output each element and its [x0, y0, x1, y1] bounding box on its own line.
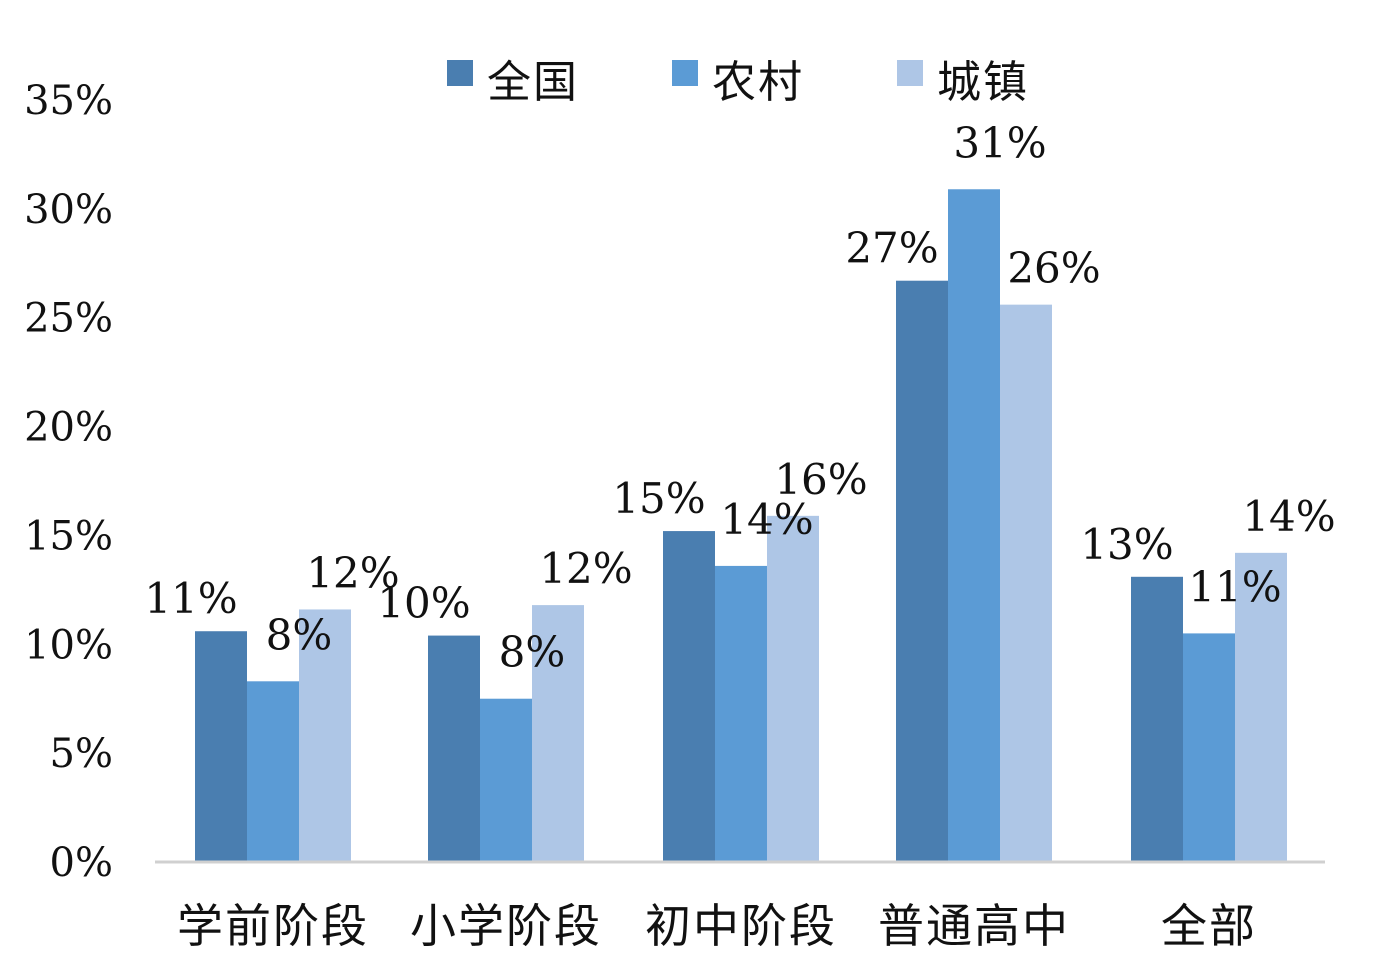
legend-swatch: [672, 60, 698, 86]
y-tick-label: 35%: [24, 78, 113, 124]
legend-swatch: [447, 60, 473, 86]
bar: [532, 605, 584, 862]
bar: [767, 515, 819, 862]
bar: [428, 635, 480, 862]
data-label: 16%: [774, 455, 867, 504]
data-label: 26%: [1007, 244, 1100, 293]
bar: [195, 631, 247, 862]
data-label: 12%: [539, 544, 632, 593]
legend-swatch: [897, 60, 923, 86]
legend-label: 城镇: [937, 57, 1029, 108]
y-tick-label: 30%: [24, 187, 113, 233]
data-label: 31%: [953, 118, 1046, 167]
data-label: 14%: [1242, 492, 1335, 541]
y-tick-label: 15%: [24, 513, 113, 559]
y-tick-label: 5%: [50, 731, 113, 777]
data-label: 8%: [266, 610, 333, 659]
y-axis-ticks: 0% 5% 10% 15% 20% 25% 30% 35%: [24, 78, 113, 886]
bars-group: [195, 189, 1287, 862]
bar: [1131, 576, 1183, 862]
bar: [948, 189, 1000, 862]
y-tick-label: 25%: [24, 296, 113, 342]
data-label: 27%: [845, 224, 938, 273]
bar: [299, 609, 351, 862]
bar: [1000, 304, 1052, 862]
legend: 全国 农村 城镇: [447, 57, 1029, 108]
data-label: 14%: [720, 495, 813, 544]
bar: [247, 681, 299, 862]
category-label: 学前阶段: [177, 899, 369, 953]
data-label: 8%: [499, 628, 566, 677]
data-labels-group: 11%8%12%10%8%12%15% 14%16%27%31%26%13%11%…: [144, 118, 1335, 676]
bar: [715, 565, 767, 862]
category-label: 普通高中: [878, 899, 1070, 953]
bar: [1235, 552, 1287, 862]
category-labels-group: 学前阶段 小学阶段 初中阶段 普通高中 全部: [177, 899, 1257, 953]
data-label: 12%: [306, 548, 399, 597]
y-tick-label: 0%: [50, 840, 113, 886]
category-label: 初中阶段: [645, 899, 837, 953]
y-tick-label: 20%: [24, 405, 113, 451]
data-label: 13%: [1080, 520, 1173, 569]
y-tick-label: 10%: [24, 622, 113, 668]
bar: [480, 698, 532, 862]
bar: [663, 531, 715, 862]
bar: [896, 280, 948, 862]
data-label: 10%: [377, 579, 470, 628]
data-label: 11%: [1188, 562, 1281, 611]
data-label: 15%: [612, 474, 705, 523]
data-label: 11%: [144, 574, 237, 623]
legend-label: 农村: [712, 57, 804, 108]
category-label: 小学阶段: [410, 899, 602, 953]
legend-label: 全国: [487, 57, 579, 108]
category-label: 全部: [1161, 899, 1257, 953]
bar: [1183, 633, 1235, 862]
